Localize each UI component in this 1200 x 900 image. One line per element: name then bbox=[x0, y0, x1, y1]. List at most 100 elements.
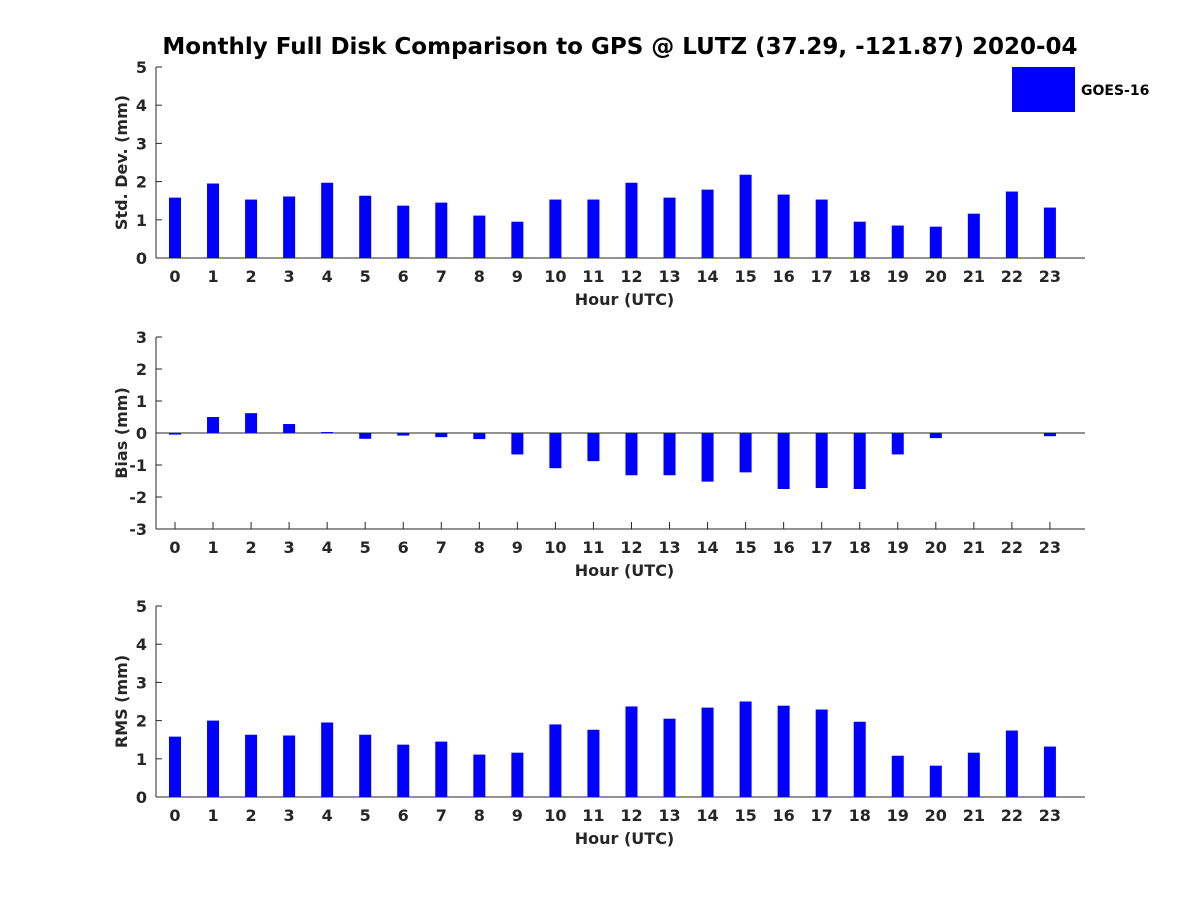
bar bbox=[777, 433, 790, 489]
x-tick-label: 1 bbox=[207, 538, 218, 557]
bar bbox=[739, 701, 752, 797]
bar bbox=[739, 433, 752, 473]
x-tick-label: 13 bbox=[658, 806, 680, 825]
y-axis-label: RMS (mm) bbox=[112, 655, 131, 748]
x-tick-label: 16 bbox=[773, 538, 795, 557]
bar bbox=[245, 413, 258, 433]
x-tick-label: 18 bbox=[849, 267, 871, 286]
x-tick-label: 23 bbox=[1039, 267, 1061, 286]
x-tick-label: 23 bbox=[1039, 538, 1061, 557]
x-tick-label: 18 bbox=[849, 538, 871, 557]
bar bbox=[853, 433, 866, 489]
bar bbox=[169, 736, 181, 797]
bar bbox=[359, 195, 372, 258]
bar bbox=[1043, 207, 1056, 258]
bar bbox=[169, 433, 181, 435]
x-tick-label: 4 bbox=[322, 806, 333, 825]
x-tick-label: 15 bbox=[734, 806, 756, 825]
x-tick-label: 8 bbox=[474, 538, 485, 557]
x-tick-label: 11 bbox=[582, 806, 604, 825]
x-tick-label: 16 bbox=[773, 806, 795, 825]
x-tick-label: 9 bbox=[512, 538, 523, 557]
x-tick-label: 16 bbox=[773, 267, 795, 286]
bar bbox=[701, 433, 714, 482]
bar bbox=[245, 734, 258, 797]
x-tick-label: 13 bbox=[658, 267, 680, 286]
bar bbox=[815, 709, 828, 797]
y-tick-label: -3 bbox=[129, 520, 147, 539]
x-tick-label: 22 bbox=[1001, 267, 1023, 286]
bar bbox=[321, 722, 334, 797]
bar bbox=[891, 433, 904, 455]
bar bbox=[663, 433, 676, 476]
bar bbox=[473, 754, 486, 797]
bar bbox=[967, 752, 980, 797]
x-tick-label: 18 bbox=[849, 806, 871, 825]
x-tick-label: 22 bbox=[1001, 806, 1023, 825]
legend-swatch bbox=[1012, 67, 1075, 112]
y-tick-label: 3 bbox=[136, 328, 147, 347]
x-tick-label: 17 bbox=[811, 267, 833, 286]
bar bbox=[511, 752, 524, 797]
bar bbox=[853, 721, 866, 797]
y-tick-label: 1 bbox=[136, 750, 147, 769]
x-tick-label: 14 bbox=[696, 806, 718, 825]
x-tick-label: 0 bbox=[169, 267, 180, 286]
bar bbox=[207, 720, 220, 797]
x-tick-label: 1 bbox=[207, 806, 218, 825]
x-tick-label: 17 bbox=[811, 538, 833, 557]
bar bbox=[511, 221, 524, 258]
x-tick-label: 19 bbox=[887, 806, 909, 825]
x-tick-label: 12 bbox=[620, 267, 642, 286]
x-axis-label: Hour (UTC) bbox=[575, 290, 675, 309]
x-tick-label: 8 bbox=[474, 806, 485, 825]
bar bbox=[777, 705, 790, 797]
bar bbox=[283, 196, 296, 258]
bar bbox=[169, 197, 181, 258]
x-tick-label: 21 bbox=[963, 267, 985, 286]
bar bbox=[853, 221, 866, 258]
bar bbox=[207, 183, 220, 258]
bar bbox=[283, 735, 296, 797]
x-tick-label: 19 bbox=[887, 538, 909, 557]
bar bbox=[663, 718, 676, 797]
x-tick-label: 5 bbox=[360, 538, 371, 557]
bar bbox=[283, 424, 296, 433]
legend: GOES-16 bbox=[1012, 67, 1149, 112]
bar bbox=[587, 433, 600, 462]
y-axis-label: Bias (mm) bbox=[112, 387, 131, 479]
y-tick-label: 3 bbox=[136, 673, 147, 692]
bar bbox=[321, 432, 334, 433]
y-tick-label: -2 bbox=[129, 488, 147, 507]
bar bbox=[359, 433, 372, 439]
y-tick-label: 2 bbox=[136, 360, 147, 379]
x-tick-label: 10 bbox=[544, 538, 566, 557]
x-tick-label: 2 bbox=[246, 267, 257, 286]
x-tick-label: 9 bbox=[512, 806, 523, 825]
bar bbox=[739, 174, 752, 258]
x-tick-label: 21 bbox=[963, 806, 985, 825]
x-tick-label: 7 bbox=[436, 267, 447, 286]
bar bbox=[1005, 191, 1018, 258]
x-tick-label: 12 bbox=[620, 538, 642, 557]
x-tick-label: 14 bbox=[696, 538, 718, 557]
bar bbox=[1043, 433, 1056, 437]
x-tick-label: 2 bbox=[246, 806, 257, 825]
y-tick-label: 5 bbox=[136, 597, 147, 616]
bar bbox=[397, 744, 410, 797]
x-tick-label: 15 bbox=[734, 538, 756, 557]
bar bbox=[587, 729, 600, 797]
x-tick-label: 7 bbox=[436, 538, 447, 557]
bar bbox=[815, 199, 828, 258]
x-tick-label: 10 bbox=[544, 267, 566, 286]
bar bbox=[207, 417, 220, 433]
chart-title: Monthly Full Disk Comparison to GPS @ LU… bbox=[162, 34, 1077, 60]
bar bbox=[473, 433, 486, 440]
y-tick-label: 5 bbox=[136, 58, 147, 77]
bar bbox=[701, 707, 714, 797]
x-tick-label: 0 bbox=[169, 806, 180, 825]
bar bbox=[929, 433, 942, 439]
